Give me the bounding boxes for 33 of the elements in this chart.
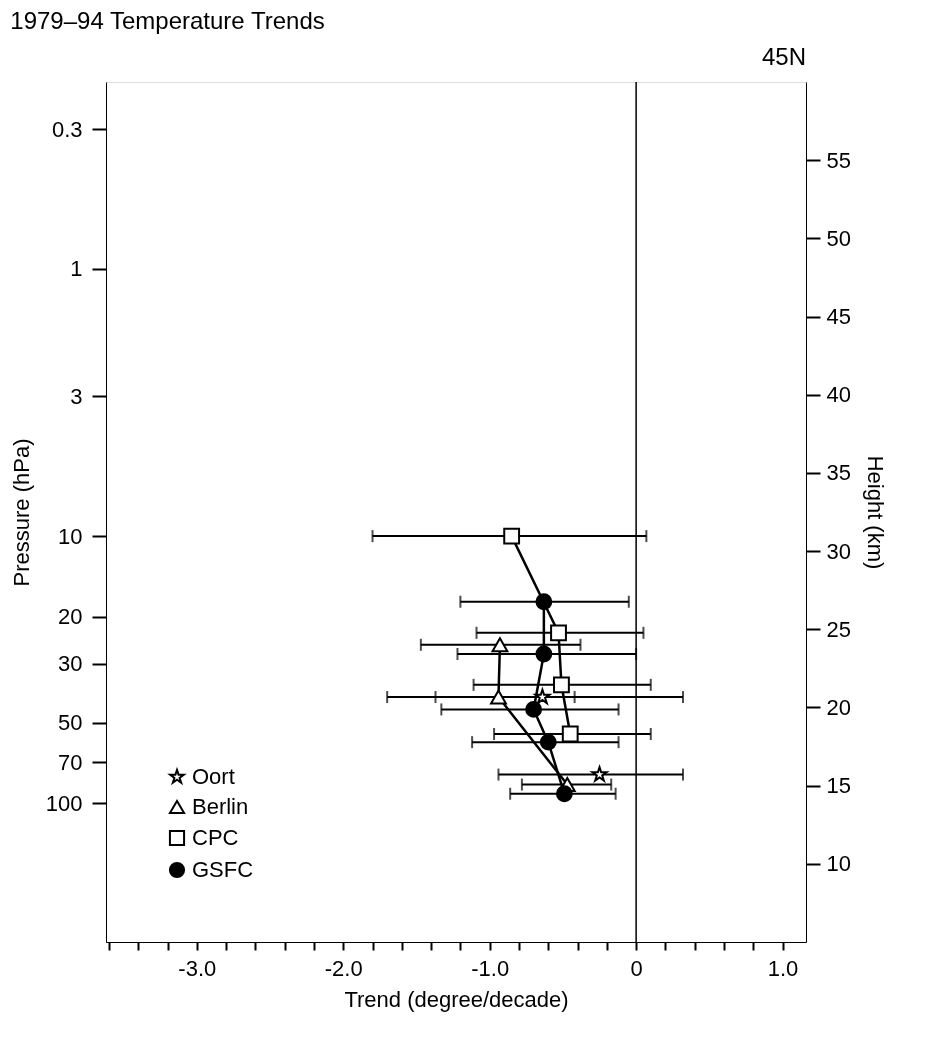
x-tick-label: 1.0 (767, 955, 799, 981)
y-tick-label: 50 (58, 710, 83, 736)
y2-tick-label: 55 (826, 147, 851, 173)
y2-tick-label: 25 (826, 616, 851, 642)
y-tick-label: 70 (58, 749, 83, 775)
y-tick-label: 1 (70, 256, 83, 282)
legend-label: CPC (192, 825, 239, 850)
x-tick-label: -2.0 (324, 955, 363, 981)
y2-axis-title: Height (km) (862, 455, 888, 570)
y-axis-title: Pressure (hPa) (8, 438, 34, 587)
x-tick-label: -3.0 (178, 955, 217, 981)
y-tick-label: 30 (58, 651, 83, 677)
y2-tick-label: 20 (826, 694, 851, 720)
y2-tick-label: 15 (826, 773, 851, 799)
legend-label: Berlin (192, 794, 249, 819)
y-tick-label: 20 (58, 604, 83, 630)
y-tick-label: 10 (58, 523, 83, 549)
legend-label: GSFC (192, 857, 254, 882)
x-tick-label: -1.0 (471, 955, 510, 981)
chart-title: 1979–94 Temperature Trends (10, 7, 325, 34)
y2-tick-label: 35 (826, 460, 851, 486)
y2-tick-label: 10 (826, 851, 851, 877)
legend-label: Oort (192, 764, 235, 789)
y-tick-label: 3 (70, 383, 83, 409)
x-axis-title: Trend (degree/decade) (344, 986, 569, 1012)
y2-tick-label: 50 (826, 225, 851, 251)
text: 45N (761, 43, 806, 70)
y2-tick-label: 30 (826, 538, 851, 564)
y2-tick-label: 45 (826, 304, 851, 330)
y-tick-label: 0.3 (51, 116, 83, 142)
y2-tick-label: 40 (826, 382, 851, 408)
x-tick-label: 0 (630, 955, 643, 981)
y-tick-label: 100 (45, 790, 83, 816)
